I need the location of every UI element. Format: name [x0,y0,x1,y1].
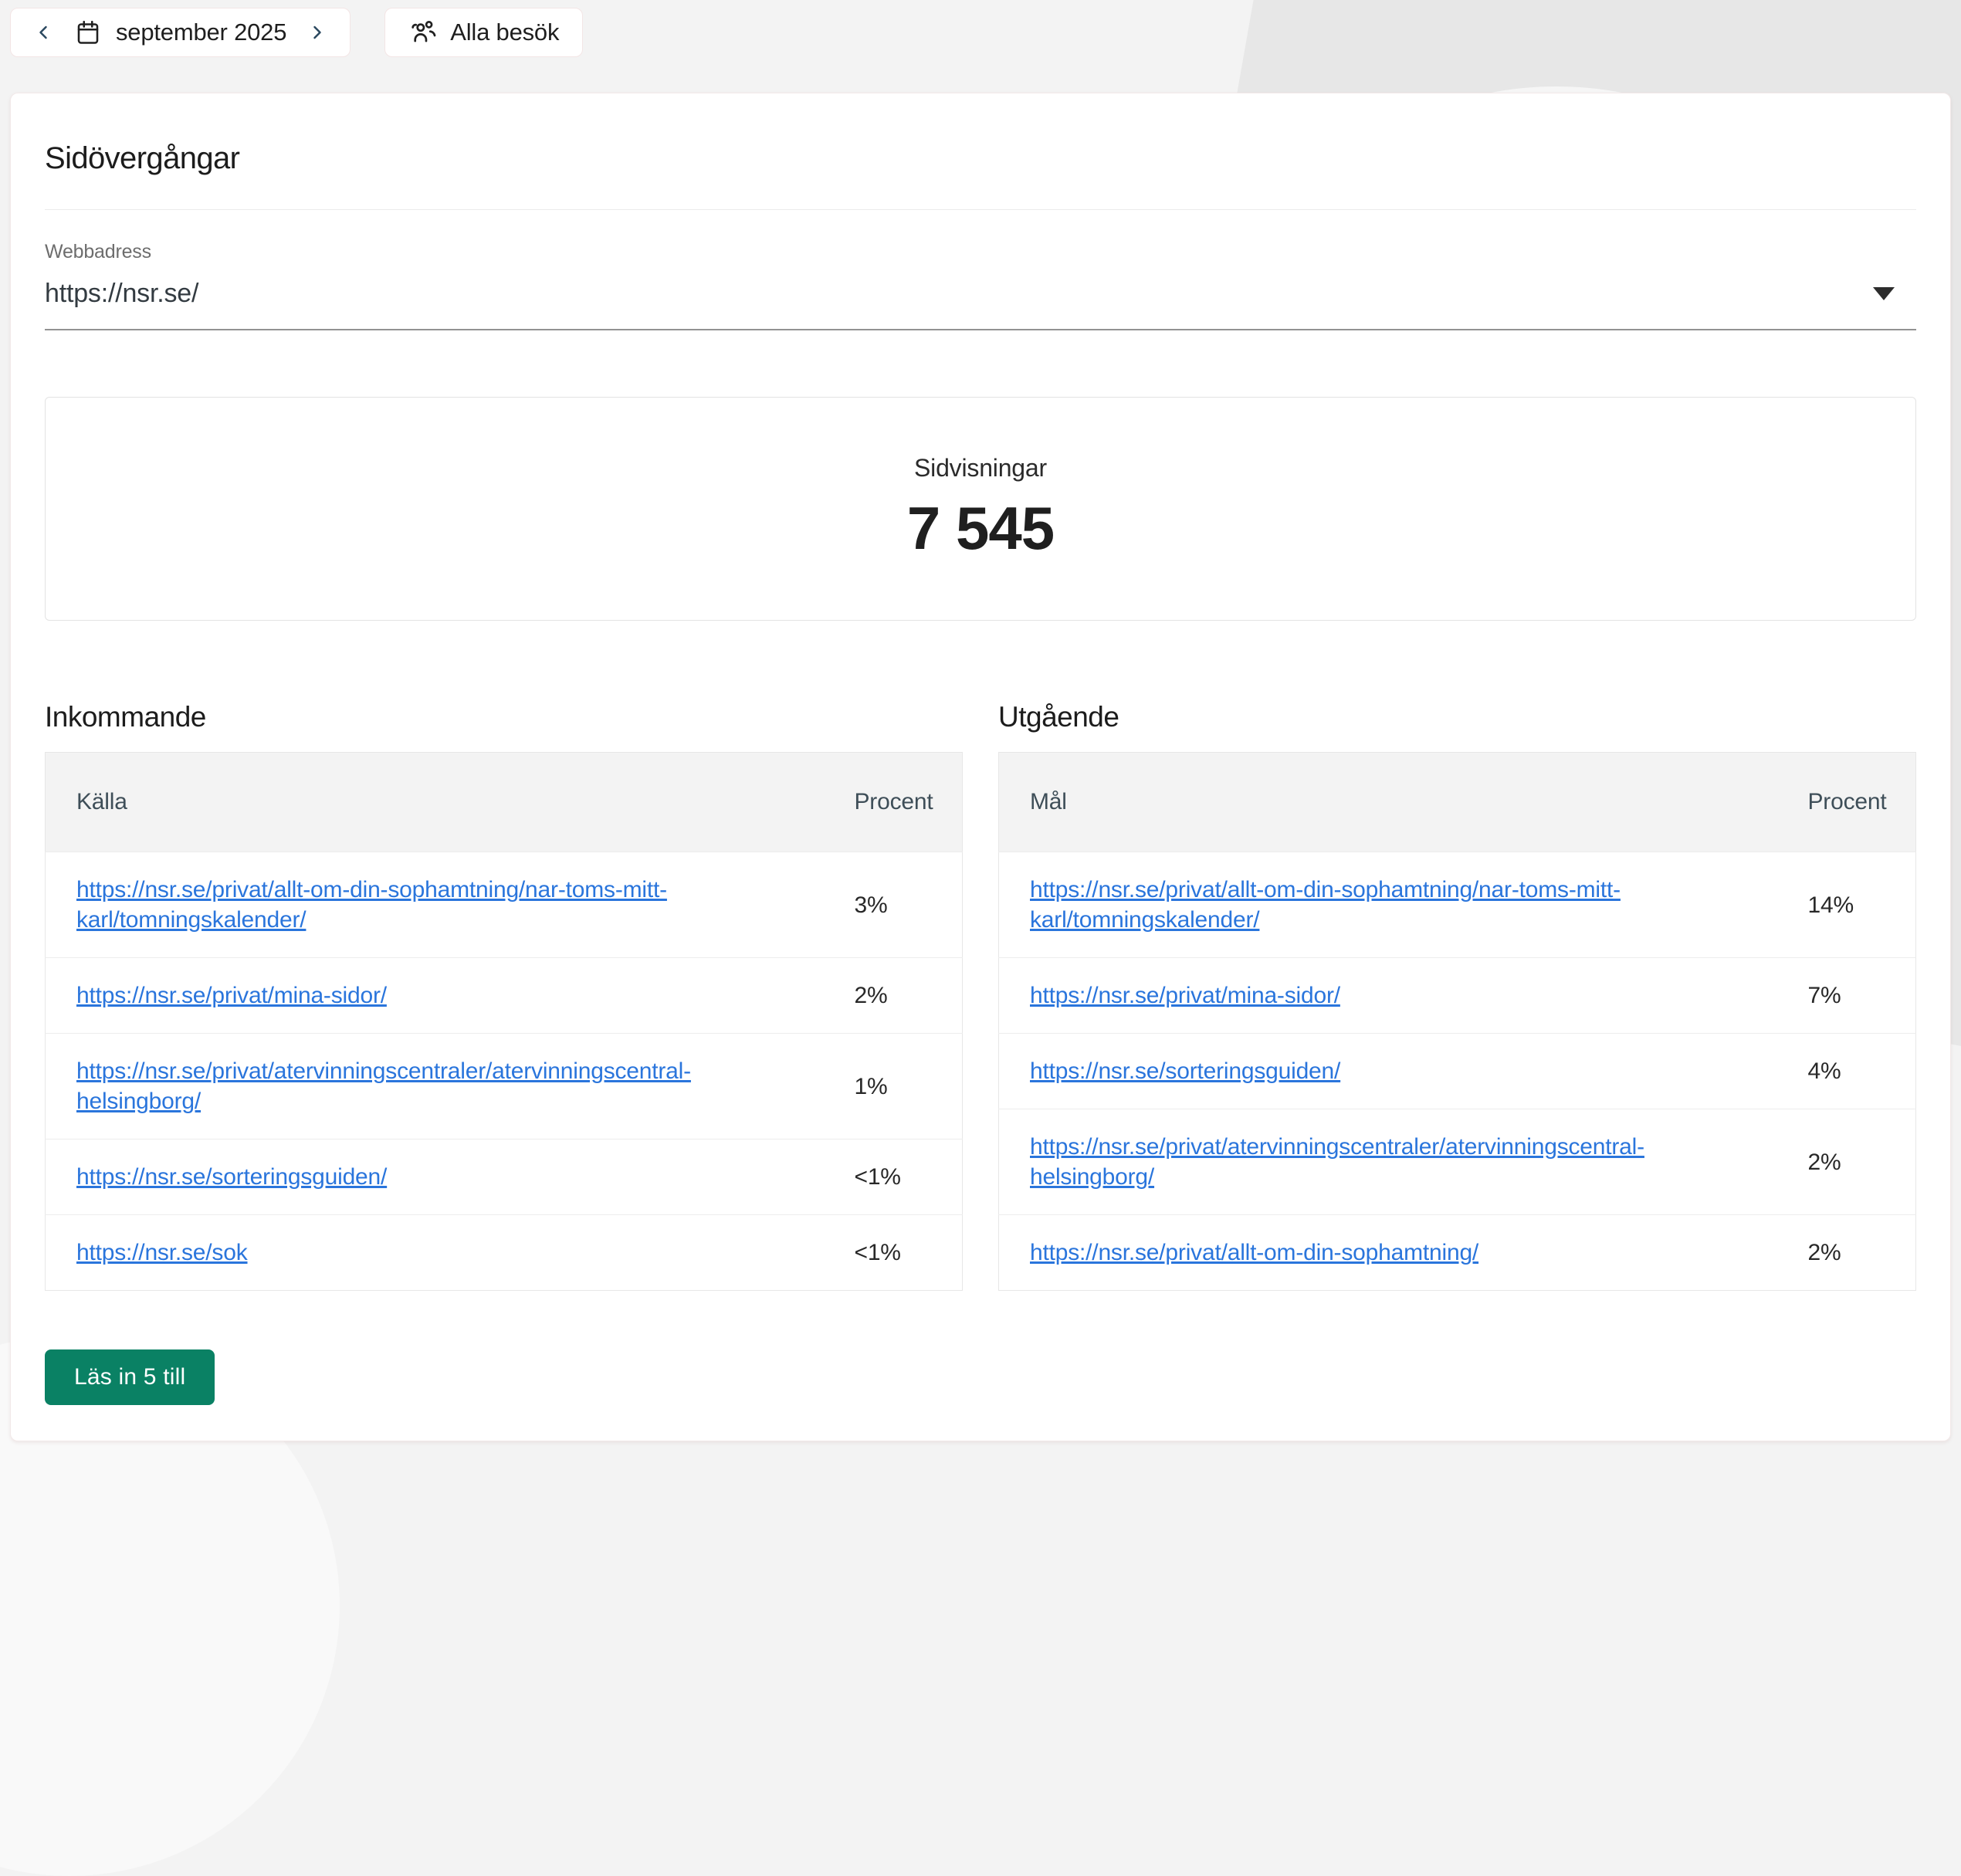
column-header-target: Mål [998,752,1808,852]
table-header-row: Källa Procent [45,752,963,852]
page-link[interactable]: https://nsr.se/privat/mina-sidor/ [76,983,387,1008]
page-link[interactable]: https://nsr.se/privat/allt-om-din-sopham… [1030,1240,1479,1265]
percent-value: 3% [854,852,963,958]
next-period-button[interactable] [300,22,334,43]
percent-value: 4% [1807,1033,1916,1109]
table-row: https://nsr.se/sorteringsguiden/ 4% [998,1033,1916,1109]
url-select[interactable]: https://nsr.se/ [45,279,1916,330]
url-field-label: Webbadress [45,241,151,262]
percent-value: 2% [854,957,963,1034]
table-row: https://nsr.se/privat/atervinningscentra… [998,1109,1916,1215]
table-row: https://nsr.se/privat/mina-sidor/ 7% [998,957,1916,1034]
visitors-group-icon [412,21,436,42]
table-header-row: Mål Procent [998,752,1916,852]
table-row: https://nsr.se/sorteringsguiden/ <1% [45,1139,963,1215]
incoming-table: Källa Procent https://nsr.se/privat/allt… [45,752,963,1291]
outgoing-table: Mål Procent https://nsr.se/privat/allt-o… [998,752,1916,1291]
table-row: https://nsr.se/privat/allt-om-din-sopham… [45,852,963,958]
page-link[interactable]: https://nsr.se/privat/atervinningscentra… [1030,1134,1644,1190]
percent-value: 7% [1807,957,1916,1034]
calendar-icon [77,20,99,44]
incoming-section: Inkommande Källa Procent https://nsr.se/… [45,701,963,1291]
outgoing-heading: Utgående [998,701,1119,733]
outgoing-section: Utgående Mål Procent https://nsr.se/priv… [998,701,1916,1291]
segment-selector-button[interactable]: Alla besök [384,8,584,57]
percent-value: <1% [854,1214,963,1291]
percent-value: 2% [1807,1214,1916,1291]
pageviews-value: 7 545 [906,494,1055,562]
incoming-heading: Inkommande [45,701,206,733]
page-link[interactable]: https://nsr.se/privat/atervinningscentra… [76,1058,691,1114]
page-link[interactable]: https://nsr.se/privat/allt-om-din-sopham… [1030,877,1621,933]
dropdown-arrow-icon [1873,287,1895,300]
table-row: https://nsr.se/privat/atervinningscentra… [45,1033,963,1139]
column-header-percent: Procent [1807,752,1916,852]
percent-value: 1% [854,1033,963,1139]
column-header-percent: Procent [854,752,963,852]
transitions-columns: Inkommande Källa Procent https://nsr.se/… [45,701,1916,1291]
top-toolbar: september 2025 Alla besök [0,0,1961,57]
percent-value: 2% [1807,1109,1916,1215]
table-row: https://nsr.se/privat/allt-om-din-sopham… [998,852,1916,958]
table-row: https://nsr.se/sok <1% [45,1214,963,1291]
page-link[interactable]: https://nsr.se/sorteringsguiden/ [76,1164,388,1190]
date-picker-button[interactable]: september 2025 [10,8,351,57]
title-divider [45,209,1916,210]
segment-selector-label: Alla besök [450,19,560,46]
date-picker-label: september 2025 [116,19,287,46]
table-row: https://nsr.se/privat/allt-om-din-sopham… [998,1214,1916,1291]
page-link[interactable]: https://nsr.se/sorteringsguiden/ [1030,1058,1341,1084]
percent-value: 14% [1807,852,1916,958]
page-link[interactable]: https://nsr.se/privat/allt-om-din-sopham… [76,877,667,933]
url-select-value: https://nsr.se/ [45,279,199,308]
url-field: Webbadress https://nsr.se/ [45,241,1916,330]
page-link[interactable]: https://nsr.se/sok [76,1240,248,1265]
page-title: Sidövergångar [45,141,240,175]
table-row: https://nsr.se/privat/mina-sidor/ 2% [45,957,963,1034]
page-transitions-card: Sidövergångar Webbadress https://nsr.se/… [10,93,1951,1441]
page-link[interactable]: https://nsr.se/privat/mina-sidor/ [1030,983,1340,1008]
pageviews-label: Sidvisningar [914,454,1047,482]
percent-value: <1% [854,1139,963,1215]
load-more-button[interactable]: Läs in 5 till [45,1349,215,1405]
chevron-right-icon [313,25,321,39]
pageviews-panel: Sidvisningar 7 545 [45,397,1916,621]
previous-period-button[interactable] [26,22,60,43]
column-header-source: Källa [45,752,855,852]
chevron-left-icon [39,25,47,39]
